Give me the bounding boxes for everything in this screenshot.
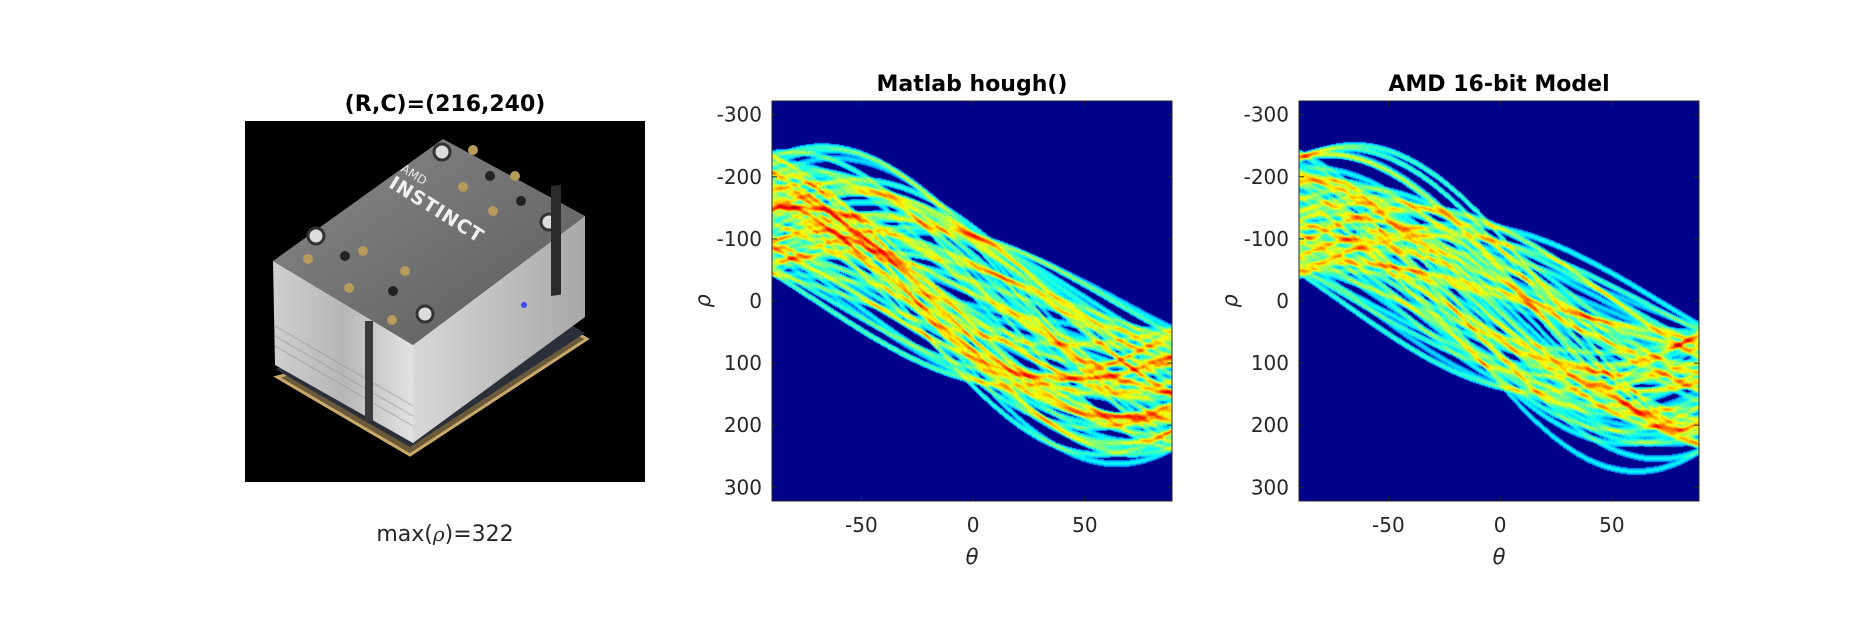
x-tick-label: 0 [967, 513, 980, 537]
gpu-image: AMD INSTINCT [245, 121, 645, 482]
image-panel-title: (R,C)=(216,240) [344, 92, 546, 117]
y-tick-label: 100 [1251, 351, 1289, 375]
y-tick-label: -100 [717, 227, 762, 251]
y-tick-label: 200 [1251, 413, 1289, 437]
y-tick-label: 0 [749, 289, 762, 313]
plot-frame [1298, 100, 1700, 502]
y-axis-label: ρ [692, 294, 715, 308]
caption-rho: ρ [432, 522, 445, 546]
image-panel-caption: max(ρ)=322 [245, 522, 645, 547]
x-axis-label: θ [966, 545, 979, 569]
chart-2-plot [1299, 101, 1699, 501]
y-tick-label: 300 [724, 475, 762, 499]
caption-suffix: )=322 [444, 522, 514, 547]
y-tick-label: 0 [1276, 289, 1289, 313]
chart-1-axes: -50 0 50 -300 -200 -100 0 100 200 300 θ ρ [692, 100, 1173, 569]
y-tick-label: 200 [724, 413, 762, 437]
caption-prefix: max( [376, 522, 433, 547]
y-axis-label: ρ [1219, 294, 1242, 308]
y-tick-label: 300 [1251, 475, 1289, 499]
chart-1-heatmap [772, 101, 1172, 501]
y-tick-label: -300 [1244, 103, 1289, 127]
chart-2-heatmap [1299, 101, 1699, 501]
plot-frame [771, 100, 1173, 502]
selected-point-marker [521, 302, 527, 308]
chart-2-axes: -50 0 50 -300 -200 -100 0 100 200 300 θ ρ [1219, 100, 1700, 569]
chart-1-plot [772, 101, 1172, 501]
y-tick-label: -100 [1244, 227, 1289, 251]
x-tick-label: 0 [1494, 513, 1507, 537]
screw-holes [303, 142, 559, 325]
chart-2-title: AMD 16-bit Model [1388, 72, 1610, 97]
x-tick-label: 50 [1599, 513, 1624, 537]
gpu-illustration: AMD INSTINCT [273, 139, 590, 457]
x-tick-label: 50 [1072, 513, 1097, 537]
x-tick-label: -50 [1372, 513, 1405, 537]
y-tick-label: -200 [1244, 165, 1289, 189]
y-tick-label: -300 [717, 103, 762, 127]
y-tick-label: -200 [717, 165, 762, 189]
y-tick-label: 100 [724, 351, 762, 375]
x-axis-label: θ [1493, 545, 1506, 569]
chart-1-title: Matlab hough() [876, 72, 1068, 97]
x-tick-label: -50 [845, 513, 878, 537]
